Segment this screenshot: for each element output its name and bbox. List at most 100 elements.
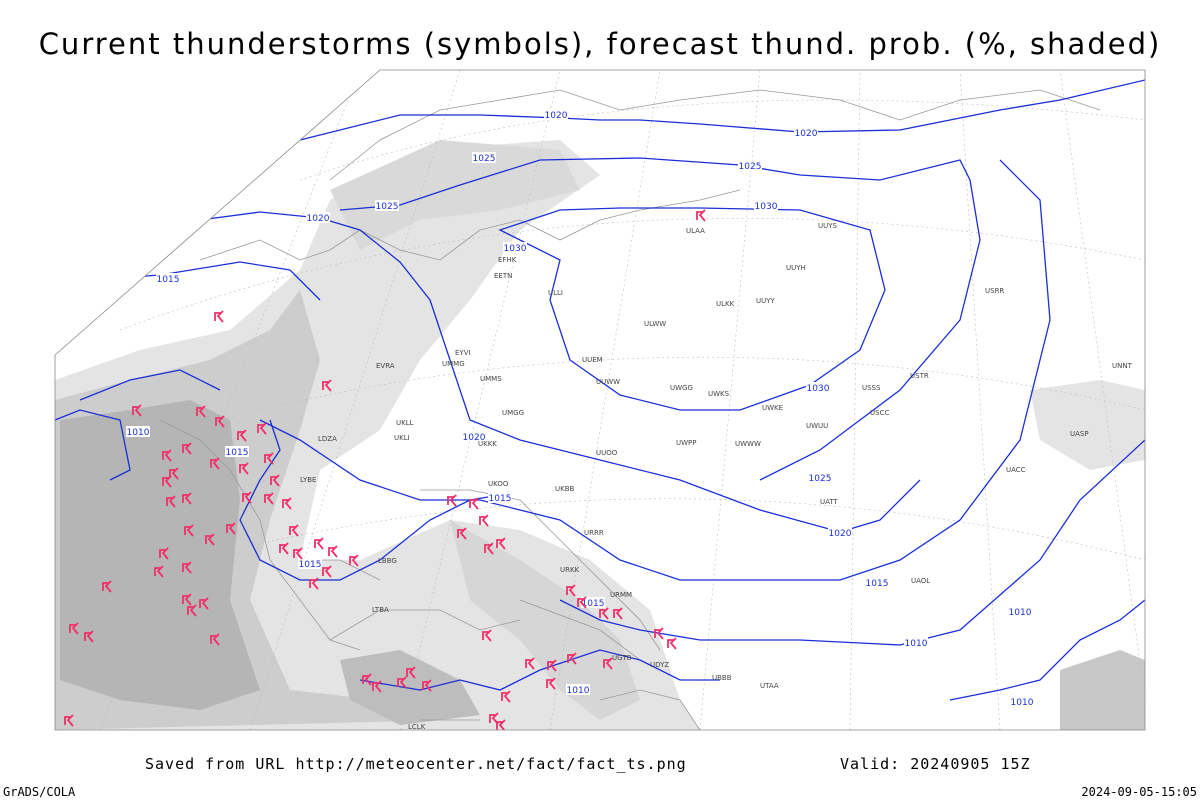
isobar-label: 1010 (905, 639, 928, 649)
isobar-label-bg (544, 109, 568, 120)
credit: GrADS/COLA (3, 785, 76, 799)
isobar-label-bg (1010, 696, 1034, 707)
source-url: Saved from URL http://meteocenter.net/fa… (145, 755, 687, 773)
station-label: EYVI (455, 349, 471, 357)
isobar-label-bg (488, 492, 512, 503)
station-label: USCC (870, 409, 889, 417)
isobar-label: 1010 (567, 686, 590, 696)
isobar-label-bg (794, 127, 818, 138)
isobar-label: 1025 (739, 162, 762, 172)
station-label: UNNT (1112, 362, 1133, 370)
station-label: USSS (862, 384, 881, 392)
station-labels: ULAA UUYS UUYH ULLI ULKK UUYY ULWW UUEM UUWW UWGG… (300, 222, 1133, 731)
isobar-label-bg (1008, 606, 1032, 617)
isobar-label-bg (566, 684, 590, 695)
station-label: LDZA (318, 435, 337, 443)
station-label: ULWW (644, 320, 666, 328)
isobar-label: 1020 (307, 214, 330, 224)
isobar-label-bg (808, 472, 832, 483)
station-label: UWKS (708, 390, 730, 398)
isobar-label: 1015 (226, 448, 249, 458)
isobar-label: 1015 (489, 494, 512, 504)
station-label: UBBB (712, 674, 732, 682)
station-label: UMMG (442, 360, 465, 368)
isobar-label-bg (156, 273, 180, 284)
isobar-label-bg (828, 527, 852, 538)
isobar-label-bg (375, 200, 399, 211)
station-label: URRR (584, 529, 604, 537)
isobar-label-bg (865, 577, 889, 588)
station-label: UDYZ (650, 661, 669, 669)
isobar-label: 1010 (1011, 698, 1034, 708)
isobar-label: 1010 (127, 428, 150, 438)
isobar-label: 1030 (755, 202, 778, 212)
valid-time: Valid: 20240905 15Z (840, 755, 1031, 773)
station-label: LYBE (300, 476, 316, 484)
station-label: EETN (494, 272, 512, 280)
isobar-label-bg (738, 160, 762, 171)
isobar-label: 1025 (473, 154, 496, 164)
isobar-label: 1015 (866, 579, 889, 589)
isobar-label: 1025 (809, 474, 832, 484)
station-label: UTAA (760, 682, 779, 690)
station-label: EVRA (376, 362, 395, 370)
station-label: UKOO (488, 480, 509, 488)
isobar-label-bg (503, 242, 527, 253)
isobar-label: 1015 (157, 275, 180, 285)
station-label: UUWW (596, 378, 620, 386)
station-label: UMGG (502, 409, 524, 417)
station-label: UACC (1006, 466, 1026, 474)
station-label: ULKK (716, 300, 735, 308)
station-label: EFHK (498, 256, 517, 264)
isobar-labels: 1015 1020 1025 1030 1030 1025 1020 1015 1010 1010… (126, 109, 1034, 708)
station-label: UWUU (806, 422, 828, 430)
isobar-label-bg (306, 212, 330, 223)
coastlines (159, 89, 1101, 730)
probability-shading (55, 140, 1145, 730)
isobar-label: 1010 (1009, 608, 1032, 618)
isobar-label-bg (754, 200, 778, 211)
isobar-label: 1015 (299, 560, 322, 570)
station-label: UUYY (756, 297, 776, 305)
isobar-label: 1020 (829, 529, 852, 539)
station-label: LBBG (378, 557, 397, 565)
station-label: UUYH (786, 264, 806, 272)
isobar-label: 1020 (463, 433, 486, 443)
station-label: USTR (910, 372, 929, 380)
station-label: URMM (610, 591, 632, 599)
station-label: UUOO (596, 449, 618, 457)
station-label: UAOL (911, 577, 930, 585)
station-label: UGTB (612, 654, 632, 662)
thunderstorm-symbol (165, 222, 175, 235)
graticule (55, 70, 1145, 730)
station-label: UASP (1070, 430, 1089, 438)
isobar-label: 1020 (795, 129, 818, 139)
station-label: URKK (560, 566, 580, 574)
isobar-label-bg (806, 382, 830, 393)
isobar-label: 1030 (807, 384, 830, 394)
station-label: UMMS (480, 375, 502, 383)
station-label: LCLK (408, 723, 426, 731)
station-label: UKKK (478, 440, 497, 448)
station-label: UUEM (582, 356, 603, 364)
station-label: ULAA (686, 227, 705, 235)
map-frame (54, 69, 1146, 731)
isobar-label-bg (225, 446, 249, 457)
map-area: 1015 1020 1025 1030 1030 1025 1020 1015 1010 1010… (55, 70, 1145, 731)
isobar-label-bg (472, 152, 496, 163)
station-label: UWPP (676, 439, 697, 447)
timestamp: 2024-09-05-15:05 (1081, 785, 1197, 799)
isobar-label-bg (904, 637, 928, 648)
isobar-label: 1030 (504, 244, 527, 254)
station-label: ULLI (548, 289, 563, 297)
station-label: UWGG (670, 384, 693, 392)
station-label: UKLI (394, 434, 410, 442)
station-label: UWKE (762, 404, 783, 412)
isobar-label-bg (126, 426, 150, 437)
station-label: LTBA (372, 606, 389, 614)
isobar-label-bg (298, 558, 322, 569)
station-label: UKLL (396, 419, 414, 427)
isobar-label-bg (462, 431, 486, 442)
station-label: UWWW (735, 440, 761, 448)
